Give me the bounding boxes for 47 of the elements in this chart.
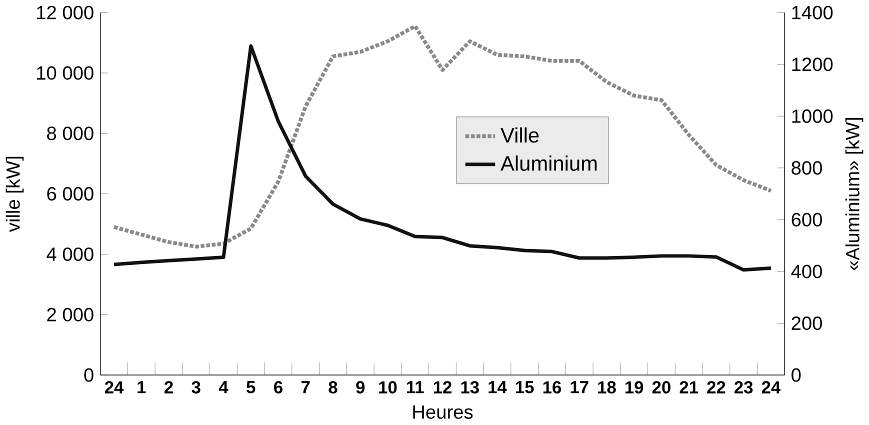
x-tick-label: 21 [680, 381, 698, 394]
x-tick-label: 24 [762, 381, 781, 394]
y2-tick-label: 600 [792, 213, 822, 227]
y-tick-label: 8 000 [47, 126, 94, 140]
x-tick-label: 1 [138, 381, 146, 394]
x-axis-title: Heures [413, 406, 473, 420]
x-tick-label: 23 [734, 381, 753, 394]
y-tick-label: 10 000 [37, 66, 94, 80]
x-tick-label: 19 [626, 381, 644, 394]
x-tick-label: 8 [328, 381, 338, 394]
y-tick-label: 0 [84, 368, 94, 382]
x-tick-label: 16 [543, 381, 562, 394]
x-tick-label: 15 [516, 381, 534, 394]
y2-tick-label: 800 [792, 161, 822, 175]
y2-tick-label: 0 [792, 368, 801, 382]
y-tick-label: 12 000 [37, 6, 94, 20]
y-tick-label: 6 000 [47, 187, 94, 201]
x-tick-label: 17 [570, 381, 588, 394]
legend-label: Ville [500, 128, 539, 143]
y2-tick-label: 200 [792, 316, 822, 330]
y2-axis-title: «Aluminium» [kW] [845, 118, 864, 270]
x-tick-label: 20 [652, 381, 670, 394]
x-tick-label: 7 [302, 381, 310, 394]
x-tick-label: 6 [274, 381, 282, 394]
x-tick-label: 22 [707, 381, 726, 394]
y2-tick-label: 1200 [792, 58, 833, 72]
y2-tick-label: 1000 [792, 110, 833, 124]
x-tick-label: 24 [104, 381, 124, 394]
x-tick-label: 9 [356, 381, 365, 394]
line-series [112, 44, 773, 272]
line-series [112, 24, 773, 249]
x-tick-label: 4 [218, 381, 228, 394]
x-tick-label: 14 [488, 381, 507, 394]
y-tick-label: 2 000 [47, 308, 94, 322]
x-tick-label: 3 [192, 381, 200, 394]
y2-tick-label: 1400 [792, 6, 833, 20]
y-axis-title: ville [kW] [6, 157, 24, 232]
x-tick-label: 2 [164, 381, 173, 394]
x-tick-label: 11 [407, 381, 424, 394]
legend-label: Aluminium [500, 156, 597, 172]
x-tick-label: 18 [598, 381, 616, 394]
x-tick-label: 5 [246, 381, 256, 394]
x-tick-label: 13 [461, 381, 479, 394]
y-tick-label: 4 000 [46, 248, 94, 262]
x-tick-label: 10 [379, 381, 397, 394]
y2-tick-label: 400 [791, 264, 822, 278]
x-tick-label: 12 [434, 381, 452, 394]
